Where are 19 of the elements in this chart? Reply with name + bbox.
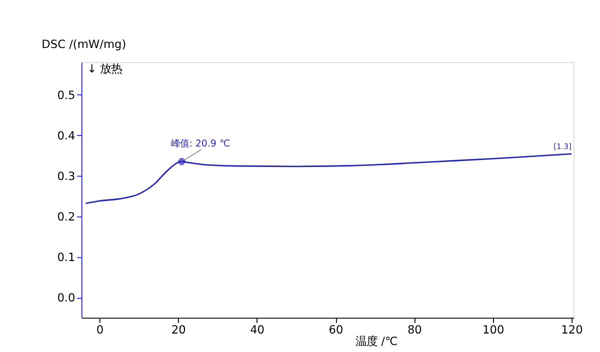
- annotation: ↓ 放热: [87, 62, 122, 76]
- x-tick-label: 0: [96, 322, 104, 336]
- y-tick-label: 0.0: [57, 290, 76, 305]
- y-tick-label: 0.2: [57, 210, 76, 224]
- x-tick-label: 20: [171, 322, 186, 336]
- x-tick-label: 60: [328, 322, 344, 336]
- x-axis-title: 温度 /℃: [356, 334, 398, 348]
- annotation: [1.3]: [554, 142, 572, 152]
- x-tick-label: 40: [250, 322, 265, 336]
- x-tick-label: 80: [407, 322, 422, 336]
- y-tick-label: 0.4: [57, 128, 76, 142]
- x-tick-label: 120: [561, 322, 583, 336]
- y-axis-title: DSC /(mW/mg): [42, 36, 126, 51]
- y-tick-label: 0.3: [57, 169, 76, 184]
- x-tick-label: 100: [482, 322, 504, 336]
- line-series: [85, 153, 572, 204]
- annotation: 峰值: 20.9 ℃: [171, 138, 230, 150]
- y-tick-label: 0.5: [57, 88, 76, 102]
- y-tick-label: 0.1: [57, 250, 76, 264]
